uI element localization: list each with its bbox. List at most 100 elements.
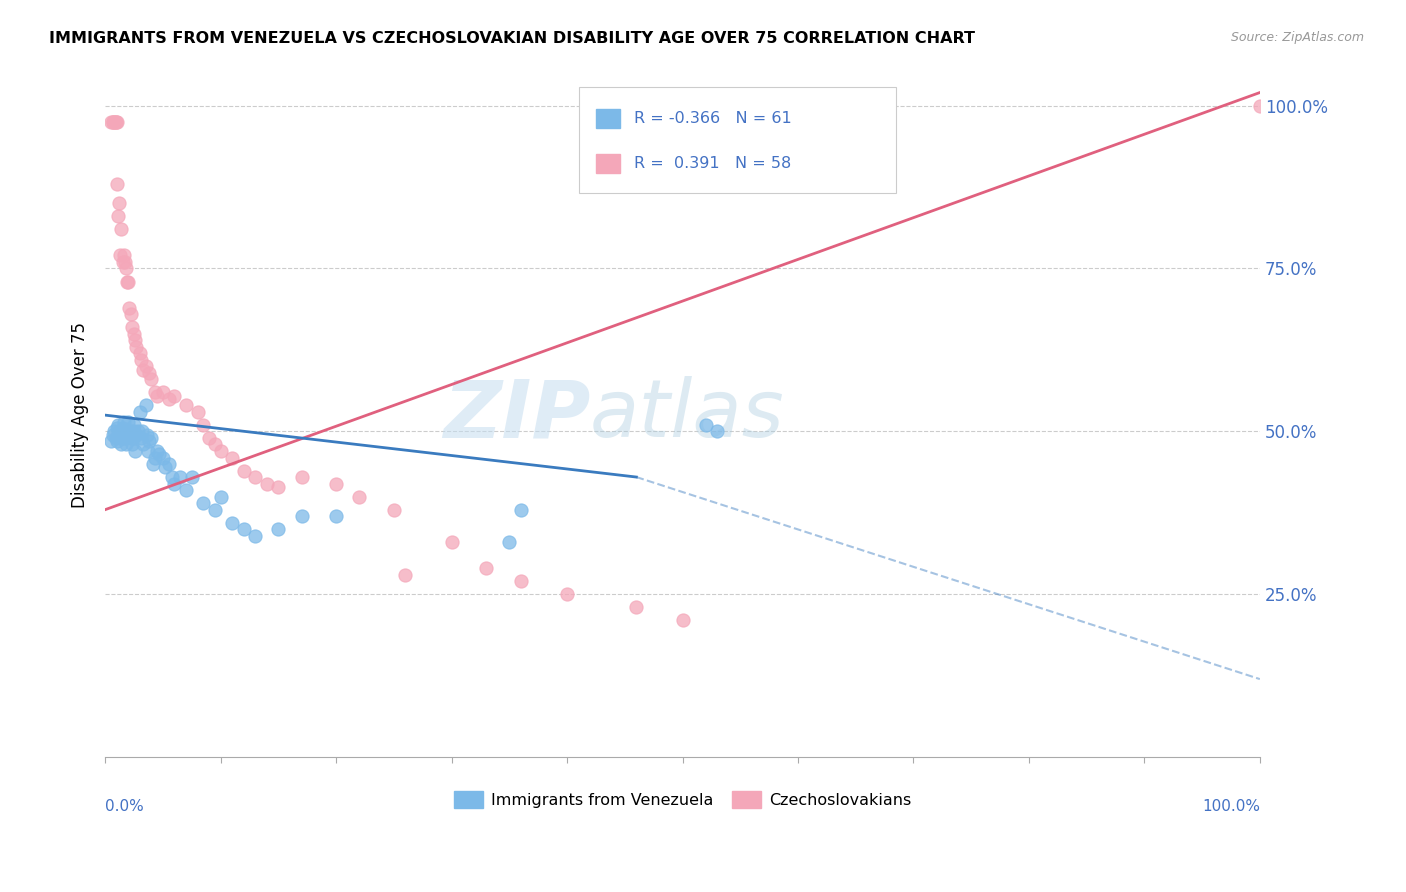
Point bbox=[148, 447, 170, 461]
Point bbox=[114, 255, 136, 269]
Text: R =  0.391   N = 58: R = 0.391 N = 58 bbox=[634, 156, 792, 170]
Point bbox=[122, 417, 145, 432]
Point bbox=[155, 460, 177, 475]
Y-axis label: Disability Age Over 75: Disability Age Over 75 bbox=[72, 322, 89, 508]
Point bbox=[111, 421, 134, 435]
Point bbox=[124, 333, 146, 347]
Point bbox=[290, 509, 312, 524]
Point bbox=[135, 398, 157, 412]
Point bbox=[695, 417, 717, 432]
Point bbox=[163, 476, 186, 491]
Point bbox=[110, 222, 132, 236]
Text: Source: ZipAtlas.com: Source: ZipAtlas.com bbox=[1230, 31, 1364, 45]
Point bbox=[349, 490, 371, 504]
Point bbox=[394, 567, 416, 582]
Point bbox=[129, 352, 152, 367]
Point bbox=[105, 115, 128, 129]
Point bbox=[555, 587, 578, 601]
Point bbox=[120, 425, 142, 439]
Point bbox=[132, 362, 155, 376]
Point bbox=[104, 115, 127, 129]
Point bbox=[128, 346, 150, 360]
Point bbox=[1249, 98, 1271, 112]
Point bbox=[118, 301, 141, 315]
Point bbox=[107, 417, 129, 432]
Text: 100.0%: 100.0% bbox=[1202, 799, 1260, 814]
Point bbox=[103, 115, 125, 129]
Point bbox=[103, 425, 125, 439]
Point bbox=[475, 561, 498, 575]
Point bbox=[122, 326, 145, 341]
Point bbox=[157, 457, 180, 471]
Point bbox=[117, 415, 139, 429]
Legend: Immigrants from Venezuela, Czechoslovakians: Immigrants from Venezuela, Czechoslovaki… bbox=[447, 785, 918, 814]
Point bbox=[110, 425, 132, 439]
Point bbox=[509, 502, 531, 516]
Point bbox=[152, 385, 174, 400]
Point bbox=[110, 248, 132, 262]
Point bbox=[107, 210, 129, 224]
Point bbox=[103, 427, 125, 442]
Point bbox=[138, 366, 160, 380]
Text: 0.0%: 0.0% bbox=[105, 799, 143, 814]
Point bbox=[104, 431, 127, 445]
Point bbox=[187, 405, 209, 419]
Point bbox=[498, 535, 520, 549]
Point bbox=[232, 464, 254, 478]
Point bbox=[124, 444, 146, 458]
Point bbox=[115, 437, 138, 451]
Point bbox=[671, 614, 693, 628]
Bar bbox=[596, 109, 620, 128]
Point bbox=[115, 425, 138, 439]
Point bbox=[142, 457, 165, 471]
Point bbox=[143, 450, 166, 465]
Point bbox=[198, 431, 221, 445]
Bar bbox=[596, 153, 620, 173]
Point bbox=[111, 431, 134, 445]
Point bbox=[440, 535, 463, 549]
Point bbox=[221, 450, 243, 465]
Point bbox=[169, 470, 191, 484]
Point bbox=[103, 115, 125, 129]
Text: R = -0.366   N = 61: R = -0.366 N = 61 bbox=[634, 112, 792, 127]
Point bbox=[382, 502, 405, 516]
Point bbox=[141, 431, 163, 445]
Point bbox=[135, 359, 157, 374]
Point bbox=[136, 444, 159, 458]
Point bbox=[132, 437, 155, 451]
Text: atlas: atlas bbox=[591, 376, 785, 454]
Point bbox=[325, 476, 347, 491]
Point bbox=[122, 425, 145, 439]
Point bbox=[221, 516, 243, 530]
Point bbox=[110, 437, 132, 451]
Text: IMMIGRANTS FROM VENEZUELA VS CZECHOSLOVAKIAN DISABILITY AGE OVER 75 CORRELATION : IMMIGRANTS FROM VENEZUELA VS CZECHOSLOVA… bbox=[49, 31, 976, 46]
Text: ZIP: ZIP bbox=[443, 376, 591, 454]
Point bbox=[121, 437, 143, 451]
Point bbox=[157, 392, 180, 406]
Point bbox=[117, 275, 139, 289]
Point bbox=[100, 434, 122, 449]
Point bbox=[160, 470, 183, 484]
Point bbox=[105, 177, 128, 191]
Point bbox=[127, 425, 149, 439]
Point bbox=[146, 388, 169, 402]
Point bbox=[174, 398, 197, 412]
Point bbox=[267, 480, 290, 494]
Point bbox=[100, 115, 122, 129]
Point bbox=[146, 444, 169, 458]
Point bbox=[180, 470, 202, 484]
Point bbox=[118, 427, 141, 442]
Point bbox=[122, 431, 145, 445]
Point bbox=[121, 320, 143, 334]
Point bbox=[209, 444, 232, 458]
Point bbox=[193, 496, 215, 510]
Point bbox=[120, 307, 142, 321]
Point bbox=[267, 522, 290, 536]
Point bbox=[325, 509, 347, 524]
Point bbox=[245, 470, 267, 484]
Point bbox=[131, 425, 153, 439]
Point bbox=[256, 476, 278, 491]
Point bbox=[108, 196, 131, 211]
Point bbox=[105, 421, 128, 435]
Point bbox=[125, 427, 148, 442]
